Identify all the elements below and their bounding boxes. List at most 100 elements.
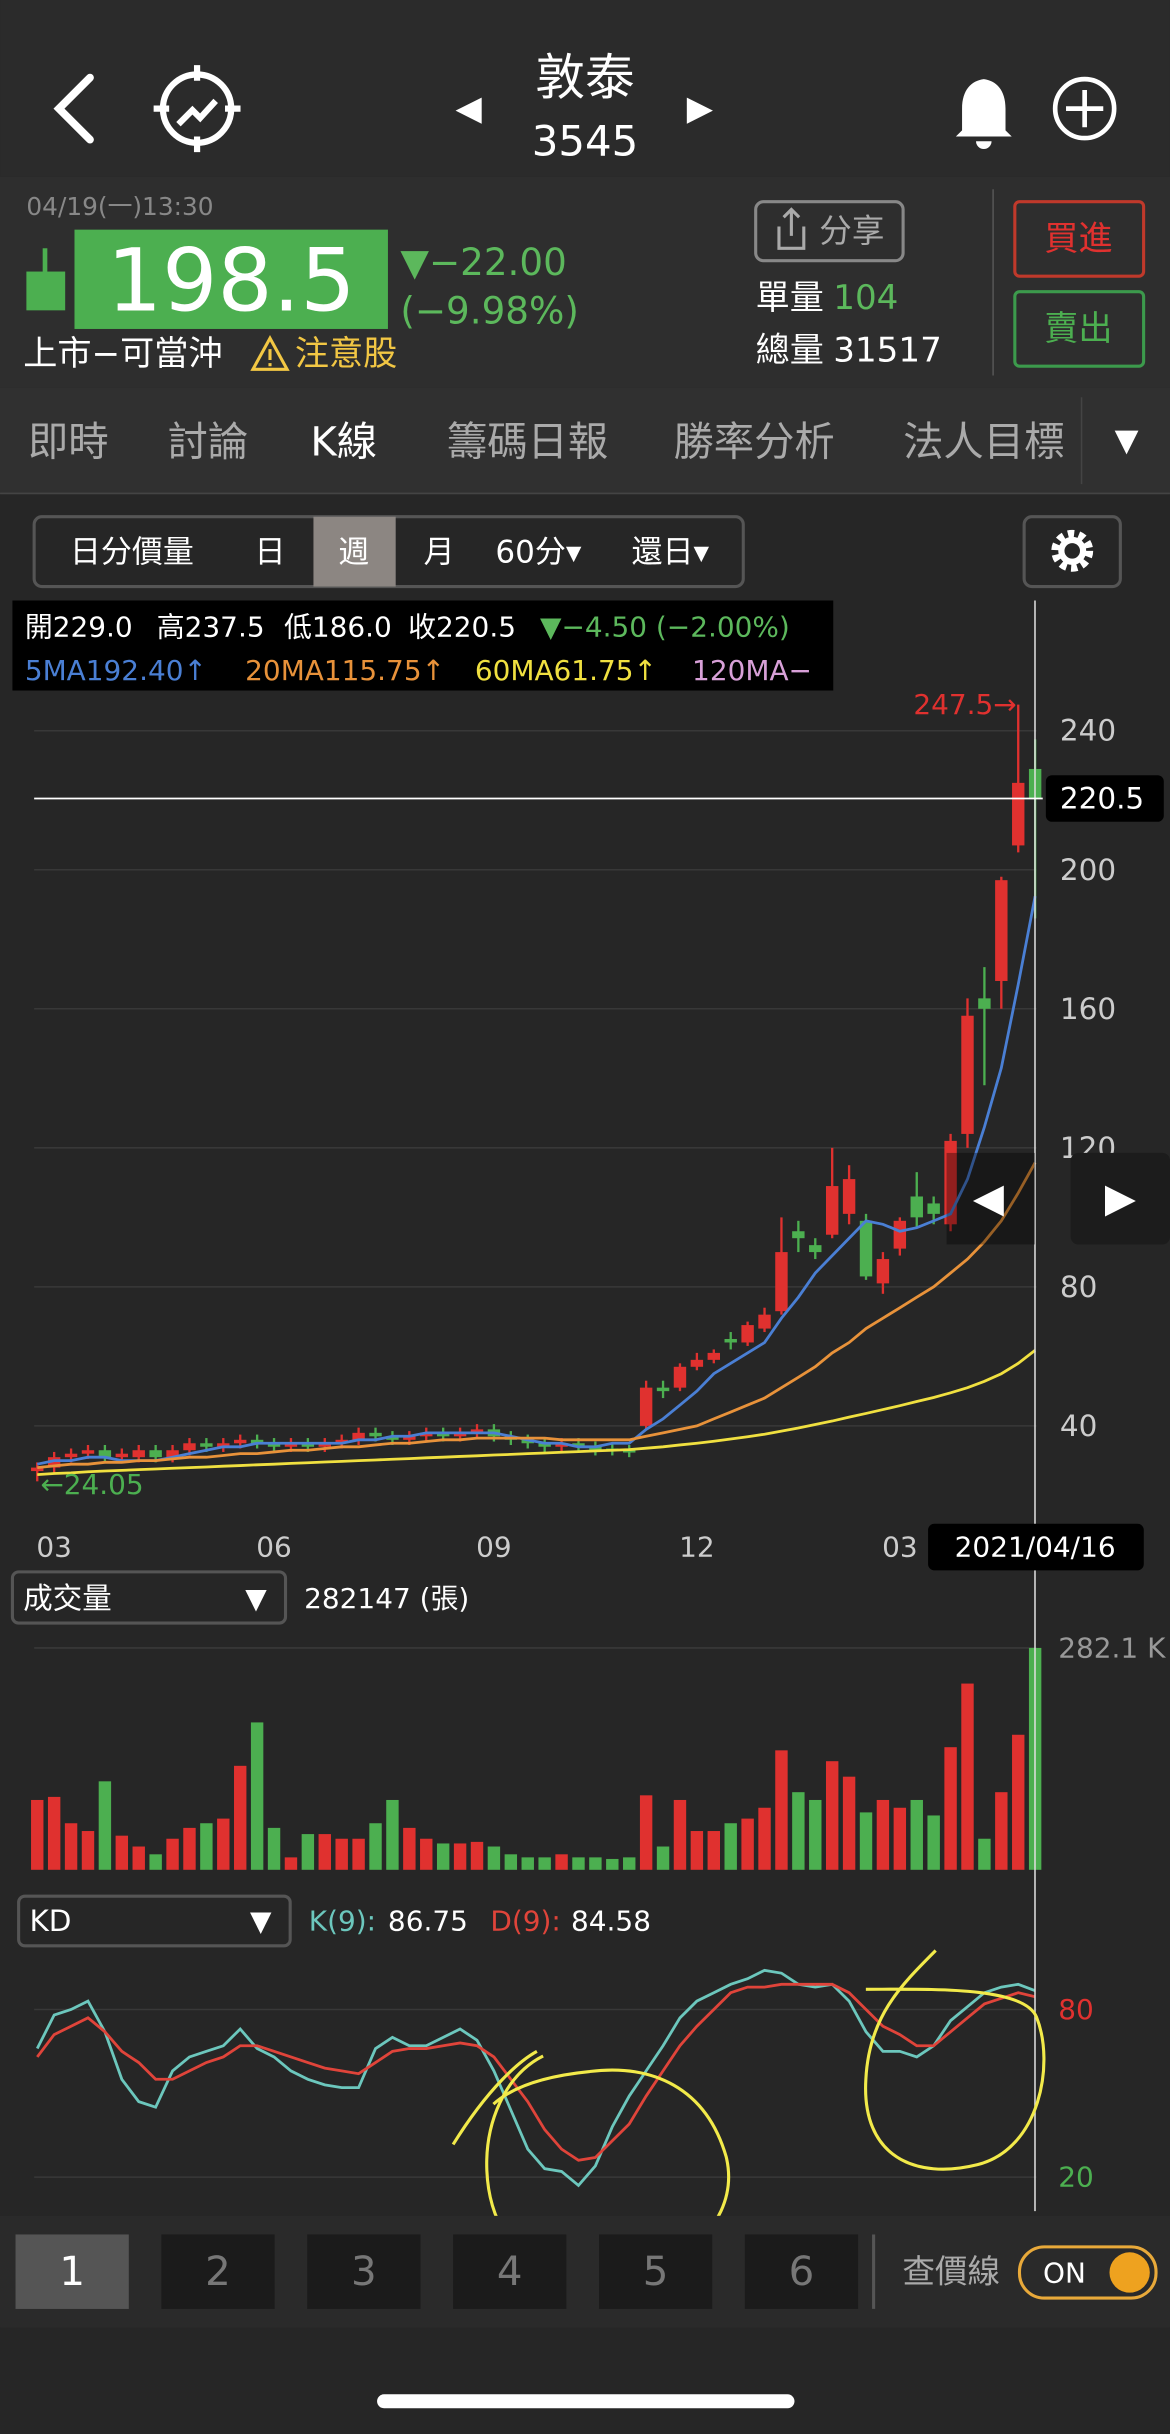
total-volume-label: 總量 [756, 331, 824, 371]
sell-button[interactable] [1013, 290, 1146, 368]
volume-bar [284, 1857, 298, 1870]
volume-bar [893, 1807, 907, 1870]
candle-body [927, 1203, 940, 1214]
period[interactable]: 週 [338, 534, 369, 570]
alert-button[interactable] [955, 79, 1012, 149]
candle-body [250, 1439, 264, 1444]
legend-entry: 20MA115.75↑ [245, 654, 445, 687]
buy-button[interactable] [1013, 200, 1146, 278]
candle-body [64, 1453, 78, 1458]
page-button[interactable] [15, 2234, 129, 2309]
volume-bar [978, 1838, 991, 1870]
candle-body [572, 1443, 585, 1447]
tab-menu[interactable]: ▼ [1115, 423, 1139, 459]
x-tick-label: 12 [679, 1531, 715, 1564]
period[interactable]: 日 [254, 534, 285, 570]
buy-label[interactable]: 買進 [1044, 219, 1112, 259]
candle-body [183, 1443, 196, 1451]
period[interactable]: 月 [424, 534, 455, 570]
page-label[interactable]: 5 [643, 2248, 669, 2295]
candle-body [673, 1366, 687, 1388]
volume-bar [318, 1834, 331, 1870]
candle-body [47, 1457, 61, 1468]
volume-bar [792, 1792, 805, 1870]
toggle-label[interactable]: ON [1043, 2257, 1086, 2290]
periods: 日分價量 日 週 月 60分▾ 還日▾ [70, 534, 710, 570]
low-label: ←24.05 [40, 1468, 143, 1501]
toggle[interactable] [1017, 2245, 1158, 2300]
date-box [928, 1523, 1144, 1571]
home-indicator [377, 2394, 795, 2409]
page-button[interactable] [161, 2234, 275, 2309]
y-tick-label: 20 [1058, 2161, 1094, 2194]
volume-select[interactable] [10, 1570, 288, 1625]
page-button[interactable] [744, 2234, 859, 2309]
candle-body [166, 1450, 179, 1458]
page-label[interactable]: 6 [789, 2248, 815, 2295]
share-label[interactable]: 分享 [819, 212, 884, 250]
tab[interactable]: 籌碼日報 [447, 419, 608, 466]
scroll-right[interactable] [1070, 1152, 1170, 1245]
page-button[interactable] [453, 2234, 567, 2309]
candle-body [1012, 782, 1025, 846]
period[interactable]: 60分▾ [495, 534, 581, 570]
scroll-left-icon[interactable]: ◀ [973, 1174, 1004, 1221]
y-tick-label: 282.1 K [1058, 1631, 1166, 1664]
volume-bar [250, 1722, 264, 1870]
scroll-left[interactable] [946, 1152, 1035, 1245]
page-label[interactable]: 3 [351, 2248, 377, 2295]
page-label[interactable]: 4 [497, 2248, 523, 2295]
settings-button[interactable] [1022, 515, 1122, 589]
volume-bar [64, 1823, 78, 1870]
tab[interactable]: 討論 [168, 419, 249, 466]
volume-bar [115, 1835, 129, 1870]
next-stock[interactable]: ▶ [687, 89, 714, 129]
candle-body [470, 1429, 484, 1433]
share-button[interactable] [754, 200, 905, 263]
x-tick-label: 06 [256, 1531, 292, 1564]
candle-body [656, 1387, 670, 1392]
volume-bar [741, 1818, 754, 1870]
volume-bar [335, 1838, 348, 1870]
volume-bar [876, 1799, 890, 1870]
volume-bar [775, 1750, 788, 1870]
back-button[interactable] [53, 73, 94, 144]
change-pct: (−9.98%) [400, 288, 579, 332]
sell-label[interactable]: 賣出 [1044, 309, 1112, 349]
candle-body [436, 1432, 450, 1437]
kd-line [36, 1968, 1036, 2188]
candle-body [81, 1450, 95, 1454]
candle-body [284, 1443, 298, 1447]
volume-bar [724, 1823, 737, 1870]
candle-body [98, 1450, 112, 1458]
tab[interactable]: 勝率分析 [673, 419, 834, 466]
add-button[interactable] [1052, 76, 1117, 141]
scroll-right-icon[interactable]: ▶ [1105, 1174, 1136, 1221]
candle-body [639, 1387, 653, 1426]
page-button[interactable] [307, 2234, 421, 2309]
period[interactable]: 日分價量 [70, 534, 194, 570]
toggle-knob [1109, 2252, 1150, 2293]
tab[interactable]: 法人目標 [903, 419, 1064, 466]
page-button[interactable] [598, 2234, 713, 2309]
volume-bar [825, 1761, 839, 1870]
tab[interactable]: 即時 [28, 419, 109, 466]
candle-body [978, 998, 991, 1009]
price-line-label: 查價線 [902, 2253, 1000, 2291]
legend-value: 86.75 [388, 1905, 468, 1938]
candle-body [521, 1439, 534, 1444]
prev-stock[interactable]: ◀ [455, 89, 482, 129]
page-label[interactable]: 2 [205, 2248, 231, 2295]
period[interactable]: 還日▾ [632, 534, 710, 570]
volume-bar [995, 1792, 1008, 1870]
candle-body [386, 1436, 399, 1440]
y-tick-label: 240 [1060, 714, 1116, 748]
page-label[interactable]: 1 [59, 2248, 85, 2295]
volume-bar [132, 1846, 145, 1870]
volume-bar [386, 1799, 399, 1870]
candle-body [420, 1432, 433, 1437]
tab[interactable]: K線 [310, 419, 377, 466]
trend-icon[interactable] [153, 65, 241, 153]
indicator-select[interactable] [17, 1894, 292, 1948]
